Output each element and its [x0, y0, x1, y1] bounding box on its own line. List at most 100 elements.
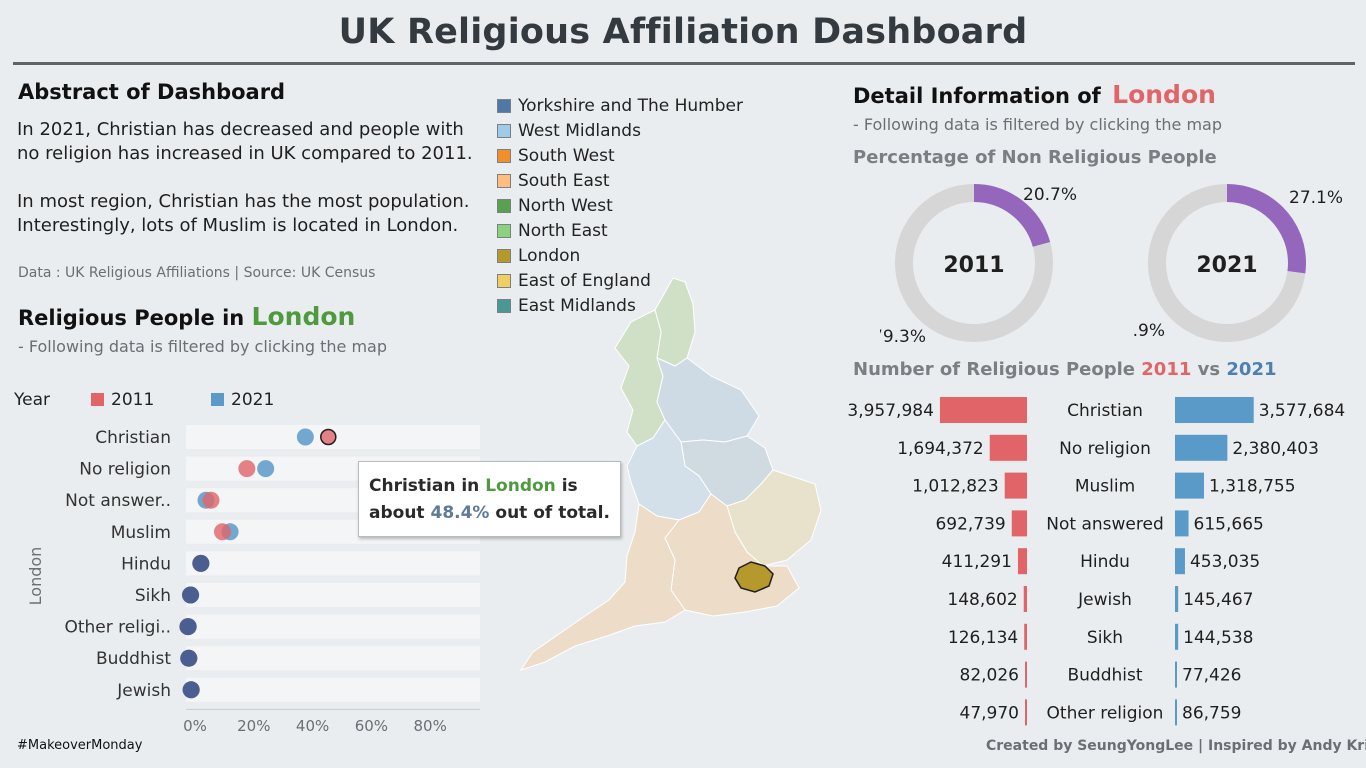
bar-category-label: Buddhist	[1067, 666, 1142, 686]
dot-2021[interactable]	[257, 460, 275, 478]
bar-2021[interactable]	[1175, 472, 1205, 499]
dot-overlap[interactable]	[182, 586, 200, 604]
region-legend-swatch	[497, 273, 511, 288]
dot-2011[interactable]	[202, 491, 220, 509]
abstract-line-2: no religion has increased in UK compared…	[17, 143, 473, 164]
bar-2011[interactable]	[1004, 472, 1027, 499]
region-legend-label: London	[518, 245, 581, 266]
dot-2021[interactable]	[296, 428, 314, 446]
bar-category-label: Hindu	[1080, 552, 1130, 572]
bar-2011-value: 411,291	[942, 552, 1012, 572]
dot-category-label: Hindu	[121, 554, 171, 574]
bar-category-label: No religion	[1059, 439, 1151, 459]
abstract-line-4: Interestingly, lots of Muslim is located…	[17, 215, 459, 236]
dot-2011[interactable]	[213, 523, 231, 541]
dot-overlap[interactable]	[182, 681, 200, 699]
dot-y-axis-label: London	[26, 547, 45, 606]
dot-overlap[interactable]	[192, 554, 210, 572]
legend-2021-swatch[interactable]	[211, 393, 224, 406]
bar-2021-value: 86,759	[1182, 703, 1241, 723]
dot-overlap[interactable]	[180, 649, 198, 667]
bar-heading: Number of Religious People 2011 vs 2021	[853, 359, 1277, 380]
donut-2021-year: 2021	[1196, 253, 1257, 278]
region-legend-item[interactable]: North East	[497, 218, 608, 243]
donut-2021[interactable]: 2021 27.1% 72.9%	[1133, 170, 1353, 350]
bar-2011-value: 47,970	[960, 703, 1019, 723]
makeover-monday-tag: #MakeoverMonday	[17, 738, 143, 753]
bar-2011[interactable]	[939, 397, 1027, 423]
region-legend-swatch	[497, 123, 511, 138]
dot-x-tick: 40%	[296, 717, 329, 735]
bar-2011[interactable]	[1023, 586, 1027, 612]
bar-2011-value: 126,134	[948, 628, 1018, 648]
bar-2021[interactable]	[1175, 548, 1185, 575]
region-legend-item[interactable]: East of England	[497, 268, 651, 293]
region-legend-swatch	[497, 223, 511, 238]
bar-2011[interactable]	[989, 434, 1027, 461]
bar-2011[interactable]	[1025, 699, 1027, 726]
abstract-heading: Abstract of Dashboard	[18, 80, 286, 104]
religion-dot-plot[interactable]: Christian No religion Not answer.. Muslim Hi…	[0, 416, 490, 738]
dot-2011[interactable]	[238, 460, 256, 478]
map-region-south-west[interactable]	[519, 503, 686, 671]
religious-people-heading: Religious People in London	[18, 302, 355, 331]
dot-row-band	[186, 583, 480, 607]
bar-2021[interactable]	[1175, 623, 1179, 650]
bar-2011[interactable]	[1017, 548, 1027, 575]
bar-2021[interactable]	[1175, 397, 1254, 423]
bar-2011[interactable]	[1011, 510, 1027, 537]
region-legend-item[interactable]: East Midlands	[497, 293, 636, 318]
bar-2021-value: 2,380,403	[1232, 439, 1319, 459]
region-legend-label: South East	[518, 170, 610, 191]
region-legend-label: North East	[518, 220, 608, 241]
bar-2021-value: 145,467	[1183, 590, 1253, 610]
tooltip-line-2: about 48.4% out of total.	[369, 500, 610, 527]
legend-2021-label[interactable]: 2021	[231, 390, 275, 410]
legend-2011-label[interactable]: 2011	[111, 390, 155, 410]
bar-2021[interactable]	[1175, 586, 1179, 612]
bar-2021[interactable]	[1175, 510, 1189, 537]
england-region-map[interactable]	[515, 270, 835, 680]
region-legend-item[interactable]: North West	[497, 193, 613, 218]
bar-heading-vs: vs	[1197, 359, 1221, 380]
dot-x-tick: 80%	[414, 717, 447, 735]
bar-heading-2011: 2011	[1141, 359, 1192, 380]
region-legend-item[interactable]: Yorkshire and The Humber	[497, 93, 743, 118]
bar-2011-value: 82,026	[960, 666, 1019, 686]
map-region-north-east[interactable]	[654, 277, 696, 367]
bar-category-label: Muslim	[1075, 477, 1135, 497]
donut-2011[interactable]: 2011 20.7% 79.3%	[880, 170, 1080, 350]
dot-2011[interactable]	[320, 428, 337, 446]
title-divider	[13, 62, 1355, 65]
tooltip-percentage: 48.4%	[430, 503, 490, 523]
region-legend-item[interactable]: West Midlands	[497, 118, 641, 143]
year-legend-title: Year	[14, 390, 50, 410]
region-legend-item[interactable]: South West	[497, 143, 615, 168]
donut-2021-non-religious-arc[interactable]	[1148, 184, 1306, 342]
bar-2021[interactable]	[1175, 661, 1177, 688]
bar-2021[interactable]	[1175, 699, 1177, 726]
donut-2011-non-religious-arc[interactable]	[895, 184, 1053, 342]
region-legend[interactable]: Yorkshire and The Humber West Midlands Sou…	[497, 93, 757, 319]
bar-2011-value: 3,957,984	[847, 401, 934, 421]
region-legend-item[interactable]: London	[497, 243, 580, 268]
bar-category-label: Not answered	[1046, 514, 1163, 534]
data-source: Data : UK Religious Affiliations | Sourc…	[18, 265, 376, 281]
region-legend-swatch	[497, 148, 511, 163]
dot-overlap[interactable]	[179, 618, 197, 636]
bar-2011-value: 1,012,823	[912, 477, 999, 497]
religious-people-bar-chart[interactable]: 3,957,984 Christian 3,577,684 1,694,372 No r…	[830, 388, 1360, 733]
religious-people-region: London	[251, 302, 356, 331]
bar-2011[interactable]	[1025, 661, 1027, 688]
donut-2011-year: 2011	[943, 253, 1004, 278]
bar-category-label: Other religion	[1047, 703, 1164, 723]
bar-2021[interactable]	[1175, 434, 1228, 461]
map-region-london[interactable]	[734, 561, 774, 593]
dot-x-tick: 60%	[355, 717, 388, 735]
detail-heading-prefix: Detail Information of	[853, 84, 1101, 108]
region-legend-item[interactable]: South East	[497, 168, 610, 193]
bar-2011[interactable]	[1024, 623, 1027, 650]
map-region-north-west[interactable]	[614, 309, 666, 447]
bar-2011-value: 692,739	[935, 514, 1005, 534]
legend-2011-swatch[interactable]	[91, 393, 104, 406]
